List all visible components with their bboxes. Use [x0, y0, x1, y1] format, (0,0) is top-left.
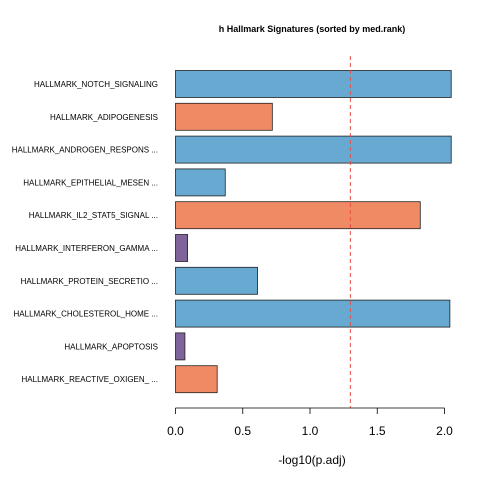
bar-2: [175, 102, 273, 131]
category-label-4: HALLMARK_EPITHELIAL_MESEN ...: [23, 178, 158, 187]
bar-5: [175, 201, 421, 230]
x-tick-label-5: 2.0: [436, 424, 453, 438]
category-label-1: HALLMARK_NOTCH_SIGNALING: [34, 80, 158, 89]
category-label-8: HALLMARK_CHOLESTEROL_HOME ...: [14, 310, 158, 319]
category-label-2: HALLMARK_ADIPOGENESIS: [50, 113, 158, 122]
category-label-9: HALLMARK_APOPTOSIS: [64, 342, 158, 351]
bar-10: [175, 365, 218, 394]
x-axis-title: -log10(p.adj): [278, 453, 345, 467]
bar-7: [175, 266, 258, 295]
bar-3: [175, 135, 452, 164]
category-label-3: HALLMARK_ANDROGEN_RESPONS ...: [12, 146, 158, 155]
x-tick-label-1: 0.0: [167, 424, 184, 438]
x-tick-label-3: 1.0: [302, 424, 319, 438]
category-label-7: HALLMARK_PROTEIN_SECRETIO ...: [21, 277, 158, 286]
bar-8: [175, 299, 451, 328]
category-label-5: HALLMARK_IL2_STAT5_SIGNAL ...: [29, 211, 158, 220]
bar-4: [175, 168, 226, 197]
category-label-10: HALLMARK_REACTIVE_OXIGEN_ ...: [22, 375, 159, 384]
x-tick-label-2: 0.5: [234, 424, 251, 438]
bar-9: [175, 332, 186, 361]
x-axis: 0.0 0.5 1.0 1.5 2.0: [167, 407, 453, 438]
bar-1: [175, 70, 452, 98]
category-label-6: HALLMARK_INTERFERON_GAMMA ...: [15, 244, 158, 253]
bar-6: [175, 234, 189, 262]
x-tick-label-4: 1.5: [369, 424, 386, 438]
chart-title: h Hallmark Signatures (sorted by med.ran…: [219, 24, 406, 34]
bars-group: [175, 70, 452, 394]
category-labels-group: HALLMARK_NOTCH_SIGNALING HALLMARK_ADIPOGE…: [12, 80, 158, 384]
